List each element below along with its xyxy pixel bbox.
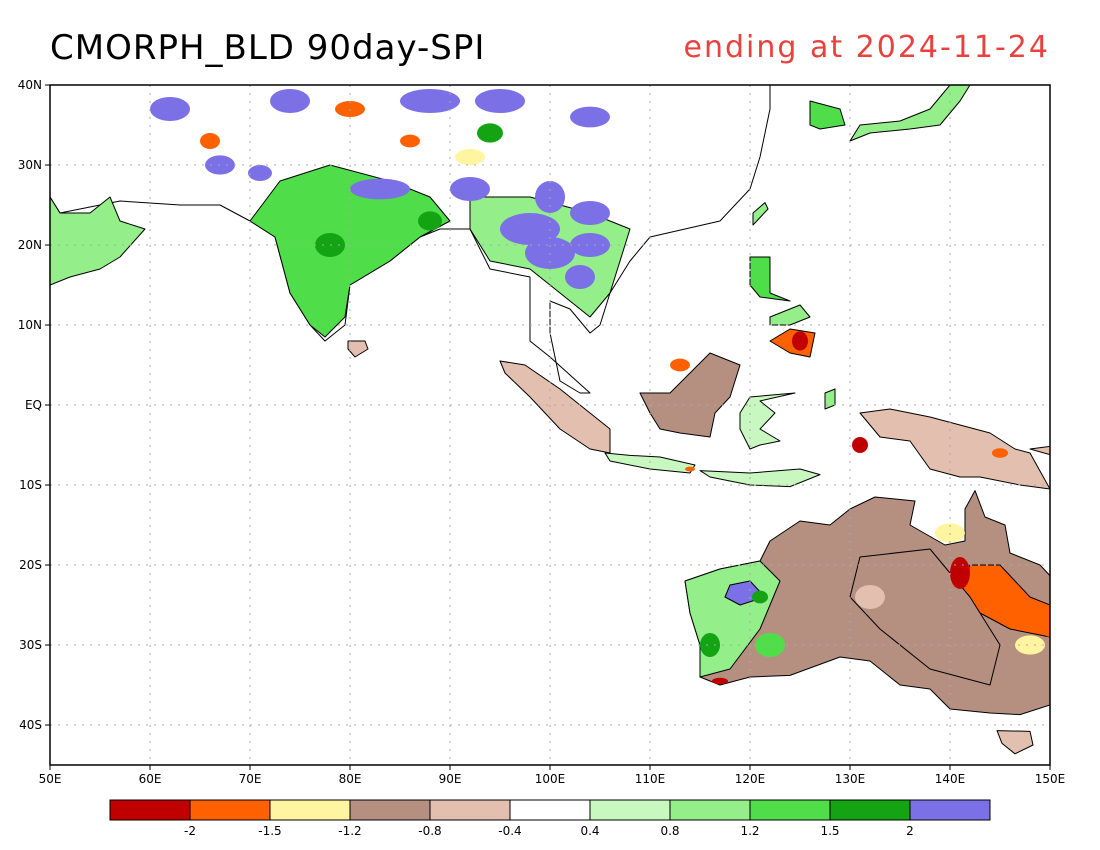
spi-anomaly-patch [1015,635,1045,655]
spi-anomaly-patch [418,211,442,231]
lon-tick-label: 120E [735,772,766,786]
lon-tick-label: 80E [339,772,362,786]
legend-swatch [349,799,431,821]
lon-tick-label: 150E [1035,772,1066,786]
spi-anomaly-patch [200,133,220,149]
spi-anomaly-patch [270,89,310,113]
legend-label: -0.4 [498,824,521,838]
legend-swatch [109,799,191,821]
spi-anomaly-patch [992,448,1008,458]
spi-anomaly-patch [792,331,808,351]
lon-tick-label: 90E [439,772,462,786]
legend-swatch [669,799,751,821]
lat-tick-label: 10N [18,318,42,332]
lat-tick-label: 30S [19,638,42,652]
spi-anomaly-patch [855,585,885,609]
legend-label: -0.8 [418,824,441,838]
spi-anomaly-patch [350,178,410,200]
japan-shape [849,85,971,142]
spi-anomaly-patch [670,358,690,372]
spi-anomaly-patch [712,677,728,685]
spi-anomaly-patch [570,233,610,257]
spi-anomaly-patch [570,201,610,225]
legend-label: -1.2 [338,824,361,838]
spi-anomaly-patch [248,165,272,181]
borneo-shape [639,352,741,438]
visayas-shape [769,304,811,326]
lat-tick-label: EQ [25,398,42,412]
lon-tick-label: 100E [535,772,566,786]
lat-tick-label: 20N [18,238,42,252]
lat-tick-label: 40N [18,78,42,92]
sulawesi-shape [739,392,796,450]
central-aus-dry-shape [849,548,1001,686]
legend-label: 0.4 [580,824,599,838]
bismarck-shape [1029,445,1050,456]
spi-anomaly-patch [685,466,695,472]
lon-tick-label: 140E [935,772,966,786]
lat-tick-label: 10S [19,478,42,492]
legend-swatch [429,799,511,821]
taiwan-shape [752,202,769,226]
legend-label: 0.8 [660,824,679,838]
new-guinea-shape [859,408,1050,490]
spi-anomaly-patch [998,585,1022,609]
legend-swatch [829,799,911,821]
spi-anomaly-patch [700,633,720,657]
spi-anomaly-patch [477,123,503,143]
lat-tick-label: 40S [19,718,42,732]
legend-swatch [509,799,591,821]
spi-anomaly-patch [150,97,190,121]
spi-anomaly-patch [400,89,460,113]
spi-anomaly-patch [752,590,768,604]
legend-swatch [269,799,351,821]
map-title: CMORPH_BLD 90day-SPI [50,28,486,68]
india-interior-shape [249,164,451,338]
lon-tick-label: 130E [835,772,866,786]
spi-anomaly-patch [1040,605,1050,637]
lesser-sunda-shape [699,468,821,488]
spi-anomaly-patch [475,89,525,113]
tasmania-shape [996,730,1034,755]
lon-tick-label: 70E [239,772,262,786]
spi-anomaly-patch [950,557,970,589]
legend-swatch [749,799,831,821]
spi-anomaly-patch [852,437,868,453]
lat-tick-label: 30N [18,158,42,172]
korea-shape [809,100,846,130]
lon-tick-label: 50E [39,772,62,786]
lat-tick-label: 20S [19,558,42,572]
legend-label: 2 [906,824,914,838]
legend-swatch [909,799,991,821]
spi-anomaly-patch [400,134,420,148]
sri-lanka-shape [347,340,369,358]
spi-anomaly-patch [570,106,610,128]
legend-label: -1.5 [258,824,281,838]
spi-anomaly-patch [565,265,595,289]
map-date: ending at 2024-11-24 [683,30,1050,65]
lon-tick-label: 110E [635,772,666,786]
spi-anomaly-patch [450,177,490,201]
halmahera-shape [824,388,836,410]
legend-label: 1.2 [740,824,759,838]
legend-swatch [589,799,671,821]
arabia-shape [50,196,146,286]
spi-anomaly-patch [1052,657,1068,681]
legend-label: -2 [184,824,196,838]
spi-anomaly-patch [455,149,485,165]
legend-swatch [189,799,271,821]
legend-label: 1.5 [820,824,839,838]
spi-anomaly-patch [500,213,560,245]
lon-tick-label: 60E [139,772,162,786]
